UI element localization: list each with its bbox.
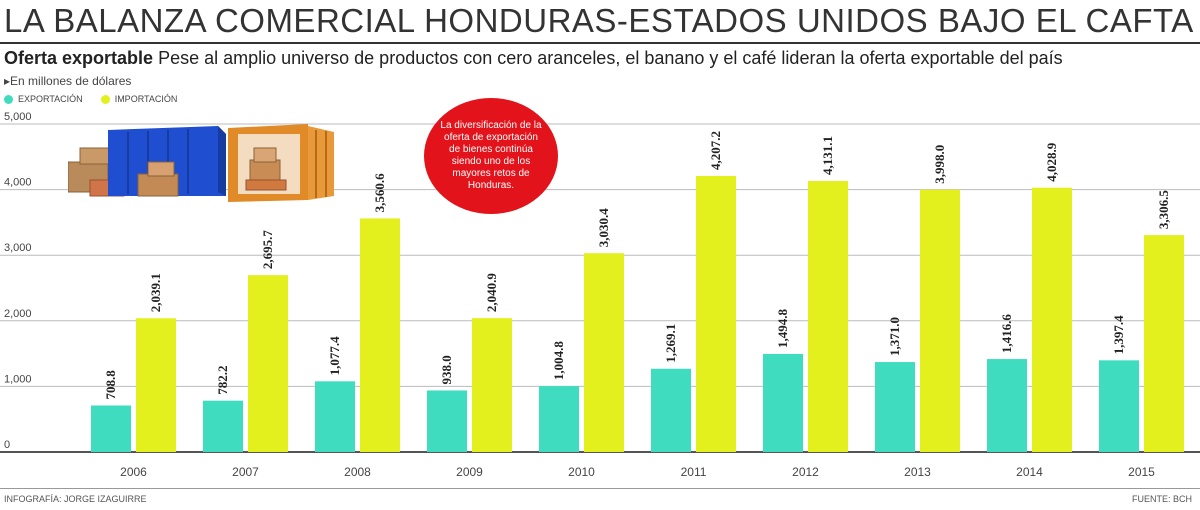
footer-divider xyxy=(0,488,1200,489)
legend-import: IMPORTACIÓN xyxy=(100,94,178,104)
data-label: 1,397.4 xyxy=(1111,315,1126,355)
export-bar xyxy=(539,386,579,452)
import-bar xyxy=(472,318,512,452)
import-bar xyxy=(696,176,736,452)
data-label: 4,028.9 xyxy=(1044,142,1059,182)
export-bar xyxy=(91,405,131,452)
import-bar xyxy=(1032,187,1072,452)
x-tick-label: 2014 xyxy=(1016,465,1043,479)
x-tick-label: 2010 xyxy=(568,465,595,479)
data-label: 938.0 xyxy=(439,355,454,384)
data-label: 3,998.0 xyxy=(932,145,947,184)
legend-export-swatch xyxy=(4,94,13,104)
source-label: FUENTE: BCH xyxy=(1131,494,1192,504)
import-bar xyxy=(808,180,848,452)
data-label: 782.2 xyxy=(215,365,230,394)
legend-export: EXPORTACIÓN xyxy=(4,94,83,104)
credit-label: INFOGRAFÍA: JORGE IZAGUIRRE xyxy=(4,494,147,504)
import-bar xyxy=(584,253,624,452)
import-bar xyxy=(136,318,176,452)
import-bar xyxy=(920,189,960,452)
data-label: 1,416.6 xyxy=(999,314,1014,354)
data-label: 1,077.4 xyxy=(327,336,342,376)
export-bar xyxy=(875,362,915,452)
x-tick-label: 2013 xyxy=(904,465,931,479)
data-label: 1,004.8 xyxy=(551,341,566,381)
x-tick-label: 2006 xyxy=(120,465,147,479)
data-label: 3,306.5 xyxy=(1156,190,1171,230)
callout-text: La diversificación de la oferta de expor… xyxy=(440,120,542,191)
x-tick-label: 2012 xyxy=(792,465,819,479)
title-divider xyxy=(0,42,1200,44)
data-label: 3,560.6 xyxy=(372,173,387,213)
export-bar xyxy=(1099,360,1139,452)
y-tick-label: 2,000 xyxy=(4,308,32,320)
units-label: ▸En millones de dólares xyxy=(4,74,132,88)
data-label: 2,039.1 xyxy=(148,273,163,312)
data-label: 1,494.8 xyxy=(775,308,790,348)
legend-export-label: EXPORTACIÓN xyxy=(18,94,83,104)
data-label: 2,040.9 xyxy=(484,273,499,313)
callout-bubble: La diversificación de la oferta de expor… xyxy=(424,98,558,214)
data-label: 2,695.7 xyxy=(260,230,275,270)
import-bar xyxy=(360,218,400,452)
data-label: 1,371.0 xyxy=(887,317,902,356)
x-tick-label: 2011 xyxy=(681,465,707,479)
export-bar xyxy=(203,400,243,452)
subtitle-text: Pese al amplio universo de productos con… xyxy=(158,48,1063,68)
export-bar xyxy=(763,353,803,452)
legend-import-swatch xyxy=(100,94,110,104)
y-tick-label: 4,000 xyxy=(4,177,32,189)
export-bar xyxy=(651,368,691,452)
export-bar xyxy=(315,381,355,452)
y-tick-label: 5,000 xyxy=(4,111,32,123)
chart-title: LA BALANZA COMERCIAL HONDURAS-ESTADOS UN… xyxy=(4,2,1194,39)
data-label: 708.8 xyxy=(103,370,118,400)
export-bar xyxy=(987,359,1027,452)
data-label: 1,269.1 xyxy=(663,324,678,363)
x-tick-label: 2015 xyxy=(1128,465,1155,479)
shipping-containers-illustration xyxy=(68,124,334,202)
legend-import-label: IMPORTACIÓN xyxy=(114,94,178,104)
y-tick-label: 1,000 xyxy=(4,373,32,385)
import-bar xyxy=(248,275,288,452)
y-tick-label: 0 xyxy=(4,439,10,451)
data-label: 3,030.4 xyxy=(596,208,611,248)
x-tick-label: 2009 xyxy=(456,465,483,479)
units-text: En millones de dólares xyxy=(10,74,132,88)
subtitle: Oferta exportable Pese al amplio univers… xyxy=(4,48,1063,69)
import-bar xyxy=(1144,235,1184,452)
x-tick-label: 2007 xyxy=(232,465,259,479)
data-label: 4,207.2 xyxy=(708,131,723,170)
subtitle-bold: Oferta exportable xyxy=(4,48,154,68)
data-label: 4,131.1 xyxy=(820,136,835,175)
x-tick-label: 2008 xyxy=(344,465,371,479)
export-bar xyxy=(427,390,467,452)
legend: EXPORTACIÓN IMPORTACIÓN xyxy=(4,94,189,104)
y-tick-label: 3,000 xyxy=(4,242,32,254)
